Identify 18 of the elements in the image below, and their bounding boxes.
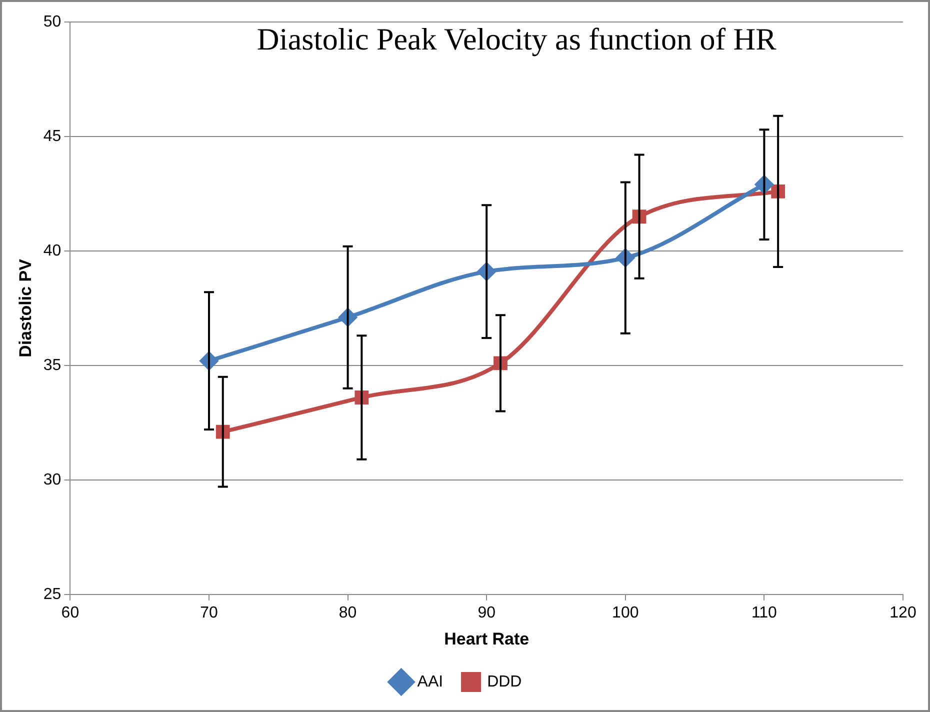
- chart-title: Diastolic Peak Velocity as function of HR: [256, 22, 777, 57]
- x-axis-title: Heart Rate: [444, 629, 530, 648]
- y-tick-label: 40: [43, 242, 62, 260]
- y-axis-title: Diastolic PV: [16, 258, 35, 358]
- y-tick-label: 35: [43, 356, 62, 374]
- y-tick-label: 50: [43, 13, 62, 30]
- x-tick-label: 120: [890, 604, 916, 622]
- legend-label: DDD: [487, 673, 522, 690]
- x-tick-label: 80: [338, 604, 357, 622]
- y-tick-label: 30: [43, 471, 62, 488]
- x-tick-label: 60: [61, 604, 80, 622]
- x-tick-label: 70: [200, 604, 218, 622]
- x-tick-label: 90: [478, 604, 496, 622]
- x-tick-label: 110: [751, 604, 778, 622]
- x-tick-label: 100: [612, 604, 639, 622]
- legend-label: AAI: [417, 673, 444, 690]
- y-tick-label: 45: [43, 128, 62, 145]
- y-tick-label: 25: [43, 586, 62, 603]
